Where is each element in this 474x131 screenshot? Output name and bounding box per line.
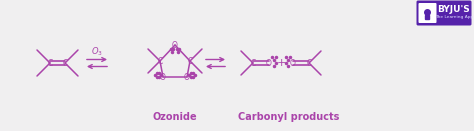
Text: C: C <box>47 59 53 67</box>
Text: C: C <box>187 56 192 66</box>
Text: O: O <box>160 72 166 81</box>
Text: Carbonyl products: Carbonyl products <box>238 112 340 122</box>
Text: +: + <box>276 58 286 68</box>
Text: O: O <box>172 40 178 50</box>
Text: O: O <box>184 72 190 81</box>
Text: C: C <box>306 59 311 67</box>
Text: BYJU'S: BYJU'S <box>438 4 470 13</box>
FancyBboxPatch shape <box>419 3 437 23</box>
Text: C: C <box>63 59 68 67</box>
Text: $O_3$: $O_3$ <box>91 46 103 58</box>
Text: The Learning App: The Learning App <box>435 15 473 19</box>
Text: Ozonide: Ozonide <box>153 112 197 122</box>
FancyBboxPatch shape <box>417 1 472 26</box>
Text: C: C <box>157 56 163 66</box>
Text: C: C <box>250 59 255 67</box>
Text: O: O <box>266 59 272 67</box>
Text: O: O <box>290 59 296 67</box>
